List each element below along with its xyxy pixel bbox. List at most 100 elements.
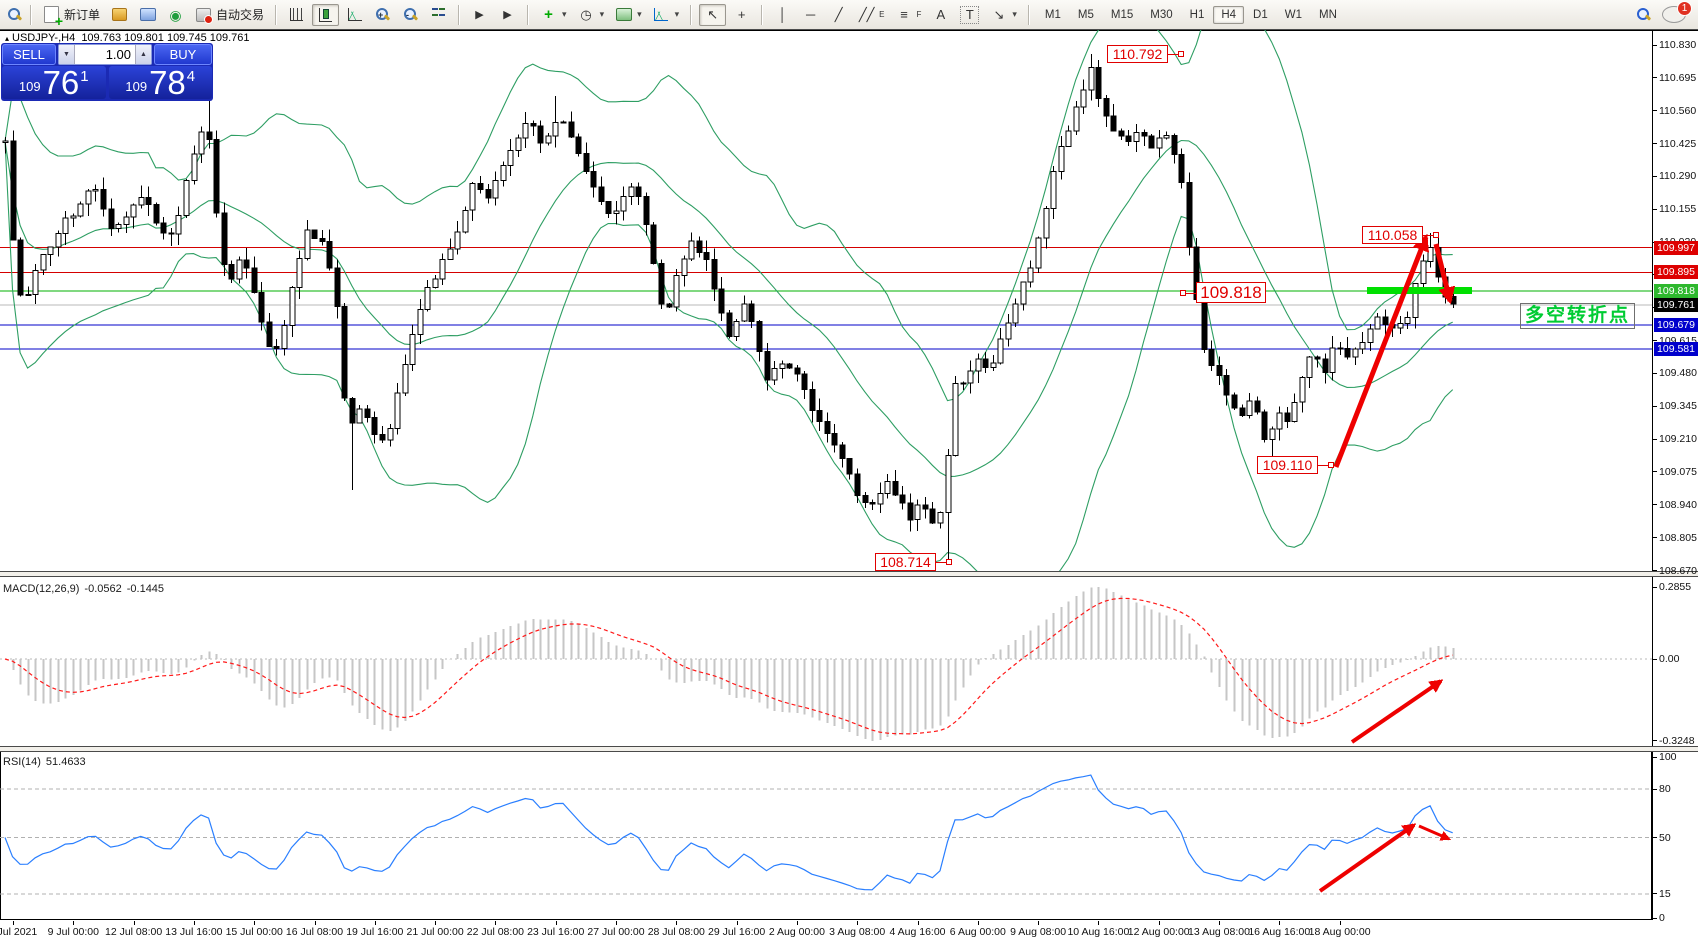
zoom-in-button[interactable]: + <box>370 5 395 25</box>
bar-chart-icon <box>288 7 305 23</box>
text-label-tool-button[interactable]: T <box>956 4 983 26</box>
date-label: 22 Jul 08:00 <box>466 926 524 938</box>
volume-increase-button[interactable]: ▲ <box>135 45 151 64</box>
bar-chart-button[interactable] <box>284 5 309 25</box>
terminal-button[interactable] <box>135 5 160 25</box>
candle <box>349 397 356 424</box>
highlight-zone[interactable] <box>1367 287 1472 294</box>
channel-tool-button[interactable]: ╱╱ E <box>858 6 885 22</box>
annotation-connector <box>1186 292 1196 294</box>
chart-shift-button[interactable]: ▶ <box>467 5 492 25</box>
text-tool-button[interactable]: A <box>928 5 953 25</box>
market-watch-button[interactable] <box>107 5 132 25</box>
macd-tickmark <box>1652 586 1657 588</box>
candle <box>266 321 273 347</box>
candle <box>47 246 54 256</box>
date-tickmark <box>917 921 919 925</box>
timeframe-button-h1[interactable]: H1 <box>1189 8 1205 21</box>
candle <box>1148 135 1155 149</box>
macd-pane[interactable] <box>0 587 1652 741</box>
timeframe-button-mn[interactable]: MN <box>1319 8 1337 21</box>
price-tickmark <box>1652 372 1657 374</box>
pane-splitter-macd[interactable] <box>0 571 1698 577</box>
timeframe-button-m5[interactable]: M5 <box>1077 8 1094 21</box>
auto-trading-button[interactable]: 自动交易 <box>191 4 268 25</box>
tile-windows-button[interactable] <box>426 5 451 25</box>
candle <box>1261 411 1268 440</box>
one-click-trading-panel: SELL ▼ 1.00 ▲ BUY 109 76 1 109 78 4 <box>1 43 213 101</box>
volume-decrease-button[interactable]: ▼ <box>59 45 75 64</box>
buy-button[interactable]: BUY <box>154 44 212 65</box>
candle <box>628 186 635 198</box>
rsi-tick-label: 100 <box>1659 751 1677 763</box>
new-chart-button[interactable]: + ▾ <box>536 5 571 25</box>
search-button[interactable] <box>1635 7 1652 23</box>
timeframe-button-m1[interactable]: M1 <box>1044 8 1061 21</box>
candle <box>583 153 590 173</box>
vline-tool-button[interactable]: │ <box>770 5 795 25</box>
candle <box>545 135 552 144</box>
candle <box>341 306 348 399</box>
templates-button[interactable]: ▾ <box>611 5 646 25</box>
indicators-button[interactable]: ▾ <box>649 5 684 25</box>
candle <box>1208 349 1215 367</box>
crosshair-icon: + <box>737 6 746 22</box>
candle <box>748 303 755 322</box>
price-annotation-108.714[interactable]: 108.714 <box>875 553 952 571</box>
trend-arrow[interactable] <box>1433 243 1456 305</box>
volume-input[interactable]: 1.00 <box>105 47 131 62</box>
buy-price-display[interactable]: 109 78 4 <box>108 66 212 99</box>
pane-splitter-rsi[interactable] <box>0 746 1698 752</box>
period-button[interactable]: ◷ ▾ <box>574 5 609 25</box>
trendline-tool-button[interactable]: ╱ <box>826 5 851 25</box>
strategy-tester-button[interactable]: ◉ <box>163 5 188 25</box>
candle <box>477 182 484 190</box>
crosshair-tool-button[interactable]: + <box>729 5 754 25</box>
trend-arrow[interactable] <box>1318 823 1417 893</box>
candle <box>507 150 514 166</box>
trend-arrow[interactable] <box>1333 233 1429 468</box>
templates-icon <box>615 7 632 23</box>
zoom-out-button[interactable]: - <box>398 5 423 25</box>
sell-price-display[interactable]: 109 76 1 <box>2 66 106 99</box>
candle <box>123 216 130 225</box>
timeframe-button-d1[interactable]: D1 <box>1253 8 1268 21</box>
fibonacci-tool-button[interactable]: ≡ F <box>892 5 926 25</box>
timeframe-button-h4[interactable]: H4 <box>1213 5 1245 24</box>
candle <box>77 203 84 217</box>
symbol-period: USDJPY-,H4 <box>12 32 76 44</box>
new-order-button[interactable]: 新订单 <box>39 4 104 27</box>
price-annotation-110.058[interactable]: 110.058 <box>1362 226 1439 244</box>
main-pane[interactable] <box>0 0 1652 586</box>
candle <box>32 269 39 296</box>
candlestick-chart-button[interactable] <box>312 3 340 26</box>
price-annotation-109.818[interactable]: 109.818 <box>1180 282 1266 303</box>
candle <box>997 338 1004 364</box>
candle <box>922 504 929 510</box>
auto-scroll-button[interactable]: ▶ <box>495 5 520 25</box>
trend-arrow[interactable] <box>1418 824 1451 841</box>
trend-arrow[interactable] <box>1350 679 1444 744</box>
rsi-pane[interactable] <box>0 774 1652 895</box>
timeframe-button-w1[interactable]: W1 <box>1284 8 1302 21</box>
price-annotation-109.110[interactable]: 109.110 <box>1257 456 1334 474</box>
note-label[interactable]: 多空转折点 <box>1520 303 1636 329</box>
timeframe-button-m30[interactable]: M30 <box>1150 8 1173 21</box>
candle <box>326 240 333 269</box>
price-annotation-110.792[interactable]: 110.792 <box>1107 45 1184 63</box>
cursor-tool-button[interactable]: ↖ <box>699 3 727 26</box>
timeframe-button-m15[interactable]: M15 <box>1110 8 1134 21</box>
hline-tool-button[interactable]: ─ <box>798 5 823 25</box>
line-chart-button[interactable] <box>342 5 367 25</box>
candle <box>929 508 936 524</box>
arrows-tool-button[interactable]: ↘ ▾ <box>986 5 1021 25</box>
notification-bubble[interactable]: 1 <box>1662 1 1692 23</box>
dropdown-icon: ▾ <box>599 9 605 19</box>
macd-tick-label: 0.2855 <box>1659 581 1692 594</box>
price-tickmark <box>1652 405 1657 407</box>
candle <box>522 122 529 139</box>
sell-button[interactable]: SELL <box>2 44 56 65</box>
candle <box>153 203 160 224</box>
date-tickmark <box>314 921 316 925</box>
